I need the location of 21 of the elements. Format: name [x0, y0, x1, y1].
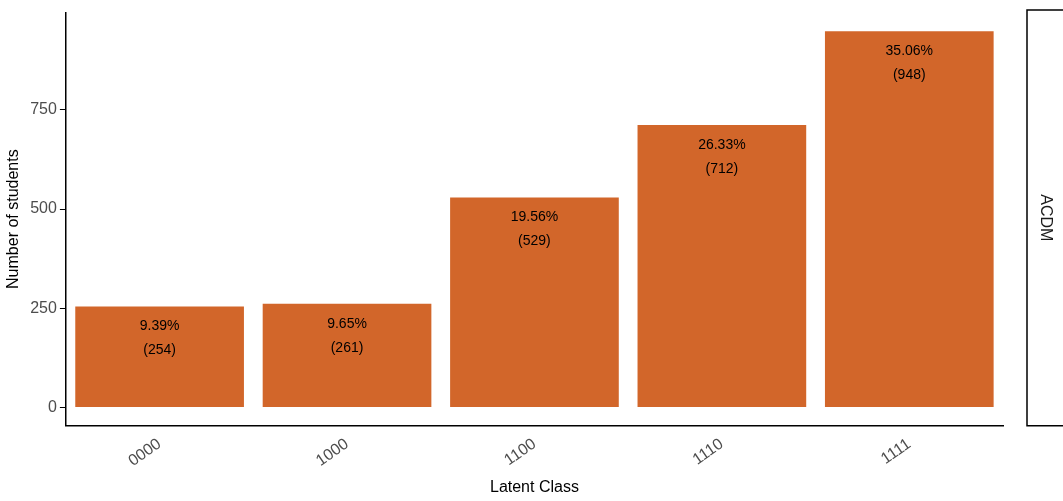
data-label: 35.06% (948): [885, 42, 934, 83]
bar: [262, 303, 432, 407]
x-tick-label: 1100: [500, 434, 539, 469]
y-tick-label: 0: [47, 397, 57, 415]
bar: [637, 124, 807, 407]
bar: [450, 197, 619, 407]
y-tick-label: 750: [30, 100, 57, 118]
x-tick-label: 0000: [124, 434, 164, 469]
bar: [824, 31, 994, 407]
x-axis-title: Latent Class: [489, 477, 579, 495]
data-label: 19.56% (529): [510, 208, 559, 249]
y-tick-label: 250: [30, 298, 57, 316]
bar: [75, 306, 244, 407]
y-tick-label: 500: [30, 199, 57, 217]
text: ACDM: [1037, 194, 1055, 242]
data-label: 9.39% (254): [139, 317, 180, 358]
data-label: 9.65% (261): [327, 314, 367, 355]
data-label: 26.33% (712): [698, 135, 746, 176]
x-tick-label: 1111: [877, 434, 914, 467]
y-axis-title: Number of students: [4, 149, 22, 289]
x-tick-label: 1110: [689, 434, 727, 468]
